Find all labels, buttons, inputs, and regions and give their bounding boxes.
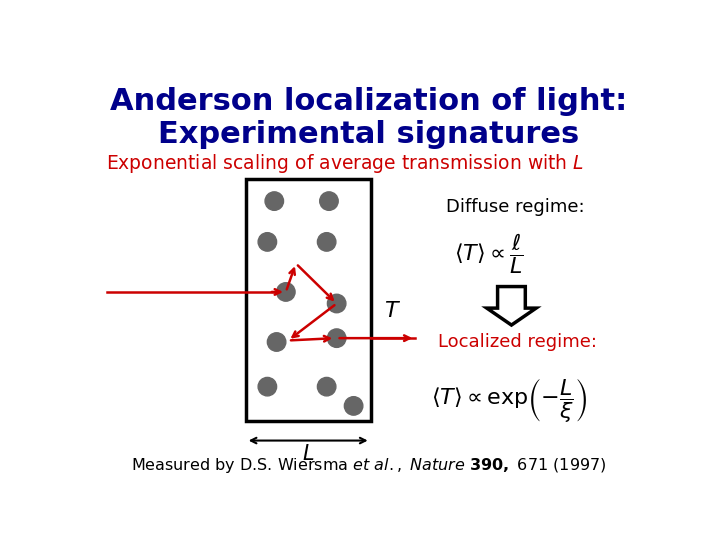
Circle shape <box>320 192 338 211</box>
Text: Anderson localization of light:: Anderson localization of light: <box>110 87 628 116</box>
Polygon shape <box>487 287 536 325</box>
Text: $\mathit{T}$: $\mathit{T}$ <box>384 301 400 321</box>
Text: Exponential scaling of average transmission with $\mathit{L}$: Exponential scaling of average transmiss… <box>106 152 584 175</box>
Circle shape <box>318 377 336 396</box>
Text: Localized regime:: Localized regime: <box>438 333 598 351</box>
Circle shape <box>344 397 363 415</box>
Text: $\langle T \rangle \propto \dfrac{\ell}{L}$: $\langle T \rangle \propto \dfrac{\ell}{… <box>454 231 523 276</box>
Text: Diffuse regime:: Diffuse regime: <box>446 198 585 216</box>
Circle shape <box>265 192 284 211</box>
Circle shape <box>258 233 276 251</box>
Circle shape <box>258 377 276 396</box>
Text: $\mathit{L}$: $\mathit{L}$ <box>302 444 315 464</box>
Circle shape <box>318 233 336 251</box>
Bar <box>246 179 371 421</box>
Text: Experimental signatures: Experimental signatures <box>158 119 580 148</box>
Circle shape <box>267 333 286 351</box>
Circle shape <box>328 294 346 313</box>
Circle shape <box>328 329 346 347</box>
Text: Measured by D.S. Wiersma $\it{et\ al.,}$ $\it{Nature}$ $\bf{390},$ 671 (1997): Measured by D.S. Wiersma $\it{et\ al.,}$… <box>131 456 607 475</box>
Circle shape <box>276 283 295 301</box>
Text: $\langle T \rangle \propto \exp\!\left(-\dfrac{L}{\xi}\right)$: $\langle T \rangle \propto \exp\!\left(-… <box>431 376 588 424</box>
